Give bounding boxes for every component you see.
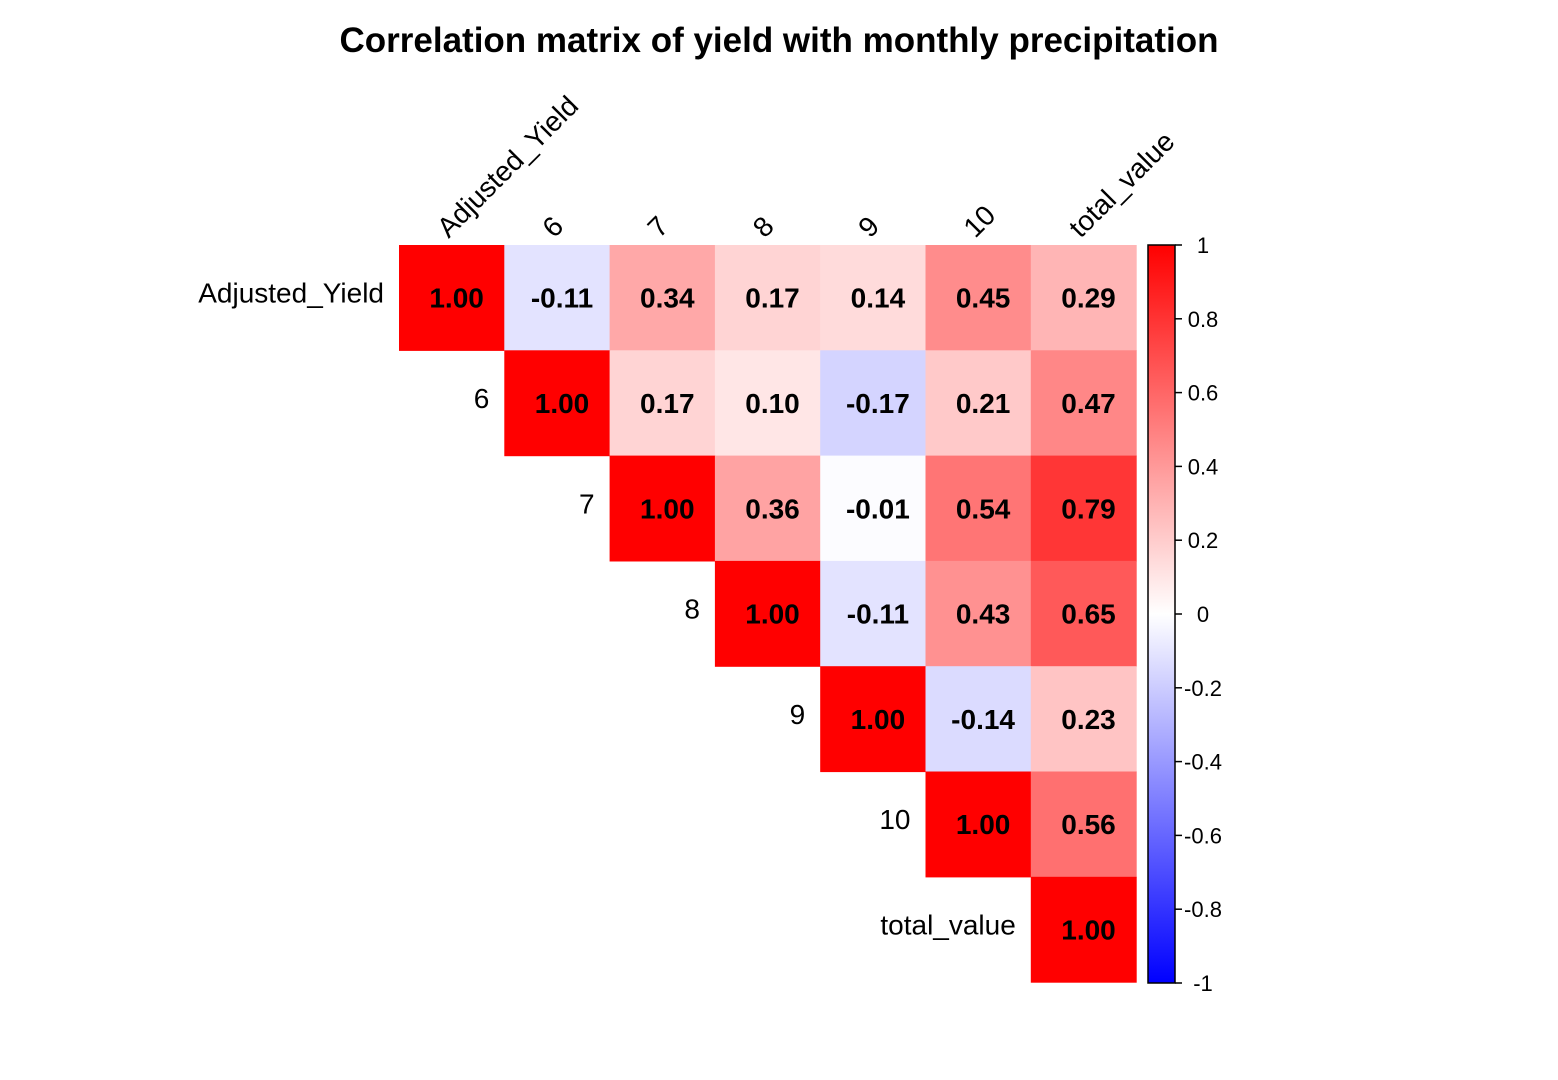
cell-value-label: 0.47: [1061, 388, 1116, 419]
colorbar-tick-label: -0.2: [1184, 676, 1222, 701]
heatmap-cell: [1030, 560, 1137, 667]
heatmap-cell: [925, 560, 1032, 667]
heatmap-cell: [504, 245, 611, 351]
colorbar-tick-label: 1: [1197, 233, 1209, 258]
heatmap-cell: [820, 350, 927, 457]
row-label: 8: [684, 594, 700, 625]
heatmap-cell: [1030, 771, 1137, 878]
cell-value-label: 0.36: [745, 493, 800, 524]
cell-value-label: -0.14: [951, 704, 1015, 735]
cell-value-label: 1.00: [956, 809, 1011, 840]
colorbar-tick-label: -0.8: [1184, 897, 1222, 922]
heatmap-cell: [714, 560, 821, 667]
cell-value-label: 0.14: [851, 283, 906, 314]
heatmap-cell: [714, 455, 821, 562]
colorbar-tick-label: 0: [1197, 602, 1209, 627]
colorbar-tick-label: 0.8: [1188, 307, 1219, 332]
colorbar-tick-label: 0.2: [1188, 528, 1219, 553]
row-labels: Adjusted_Yield 6 7 8 9 10 total_value: [198, 278, 1016, 941]
cell-value-label: 0.45: [956, 283, 1011, 314]
heatmap-cell: [820, 245, 927, 351]
cell-value-label: 1.00: [640, 493, 695, 524]
cell-value-label: 0.34: [640, 283, 695, 314]
heatmap-cell: [504, 350, 611, 457]
colorbar-gradient: [1147, 244, 1176, 984]
cell-value-label: -0.11: [847, 599, 909, 630]
cell-value-label: 1.00: [429, 283, 484, 314]
heatmap-cell: [1030, 876, 1137, 983]
heatmap-cell: [925, 455, 1032, 562]
colorbar-tick-label: -0.6: [1184, 823, 1222, 848]
cell-value-label: -0.17: [846, 388, 910, 419]
cell-value-label: 1.00: [851, 704, 906, 735]
heatmap-cell: [1030, 666, 1137, 773]
cell-value-label: 0.23: [1061, 704, 1116, 735]
cell-value-label: 0.54: [956, 493, 1011, 524]
cell-value-label: 0.65: [1061, 599, 1116, 630]
heatmap-cell: [925, 771, 1032, 878]
heatmap-cell: [609, 350, 716, 457]
cell-value-label: 1.00: [745, 599, 800, 630]
heatmap-cell: [820, 560, 927, 667]
cell-value-label: 0.56: [1061, 809, 1116, 840]
cell-value-label: 0.79: [1061, 493, 1116, 524]
row-label: Adjusted_Yield: [198, 278, 384, 309]
colorbar: 1 0.8 0.6 0.4 0.2 0 -0.2 -0.4 -0.6 -0.8 -1: [1147, 233, 1222, 996]
heatmap-cell: [820, 666, 927, 773]
colorbar-tick-label: -0.4: [1184, 750, 1222, 775]
heatmap-cell: [820, 455, 927, 562]
cell-value-label: -0.01: [846, 493, 910, 524]
heatmap-cell: [399, 245, 505, 351]
cell-value-label: 1.00: [1061, 914, 1116, 945]
heatmap-cell: [1030, 350, 1137, 457]
colorbar-ticks: 1 0.8 0.6 0.4 0.2 0 -0.2 -0.4 -0.6 -0.8 -1: [1175, 233, 1222, 996]
cell-value-label: 0.17: [640, 388, 695, 419]
cell-value-label: 1.00: [535, 388, 590, 419]
heatmap-cells: 1.00 -0.11 0.34 0.17 0.14 0.45 0.29 1.00 0.17 0.1…: [399, 245, 1137, 983]
row-label: total_value: [880, 909, 1015, 940]
cell-value-label: -0.11: [531, 283, 593, 314]
heatmap-cell: [714, 245, 821, 351]
row-label: 7: [579, 488, 595, 519]
heatmap-cell: [925, 245, 1032, 351]
colorbar-tick-label: 0.4: [1188, 454, 1219, 479]
cell-value-label: 0.10: [745, 388, 800, 419]
colorbar-tick-label: 0.6: [1188, 381, 1219, 406]
heatmap-cell: [925, 350, 1032, 457]
heatmap-cell: [609, 245, 716, 351]
row-label: 10: [879, 804, 910, 835]
cell-value-label: 0.43: [956, 599, 1011, 630]
cell-value-label: 0.17: [745, 283, 800, 314]
cell-value-label: 0.29: [1061, 283, 1116, 314]
heatmap-cell: [925, 666, 1032, 773]
heatmap-cell: [609, 455, 716, 562]
row-label: 6: [474, 383, 490, 414]
cell-value-label: 0.21: [956, 388, 1011, 419]
colorbar-tick-label: -1: [1193, 971, 1213, 996]
heatmap-cell: [714, 350, 821, 457]
heatmap-cell: [1030, 245, 1137, 351]
chart-title: Correlation matrix of yield with monthly…: [340, 21, 1219, 60]
heatmap-cell: [1030, 455, 1137, 562]
row-label: 9: [790, 699, 806, 730]
